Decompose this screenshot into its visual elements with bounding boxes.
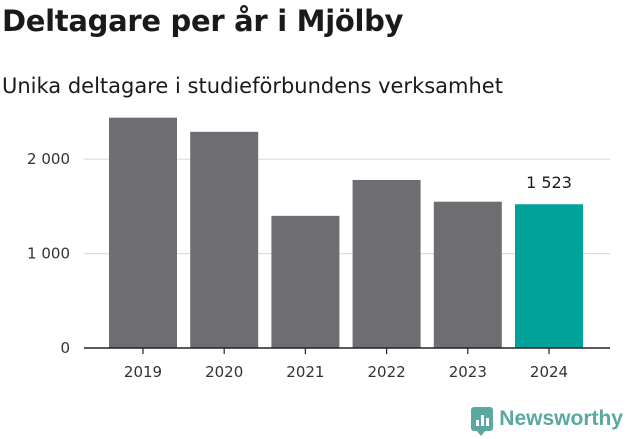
- bar-2021: [271, 215, 340, 348]
- x-tick-label: 2020: [205, 363, 243, 381]
- bar-2024: [515, 204, 583, 348]
- y-tick-label: 1 000: [27, 245, 70, 263]
- brand-logo: Newsworthy: [471, 407, 623, 436]
- data-labels: 1 523: [526, 173, 572, 192]
- bar-2022: [352, 179, 421, 348]
- bars: [109, 117, 583, 348]
- x-tick-label: 2023: [449, 363, 487, 381]
- chart-subtitle: Unika deltagare i studieförbundens verks…: [2, 74, 503, 98]
- bar-2020: [190, 131, 259, 348]
- y-tick-label: 2 000: [27, 150, 70, 168]
- bar-chart-speech-icon: [471, 407, 494, 436]
- y-tick-labels: 0 1 000 2 000: [27, 150, 70, 357]
- x-tick-label: 2021: [286, 363, 324, 381]
- bar-2019: [109, 117, 177, 348]
- chart-title: Deltagare per år i Mjölby: [2, 4, 404, 38]
- x-tick-labels: 2019 2020 2021 2022 2023 2024: [124, 348, 568, 381]
- y-tick-label: 0: [60, 339, 70, 357]
- brand-name: Newsworthy: [499, 407, 623, 430]
- x-tick-label: 2022: [368, 363, 406, 381]
- bar-2023: [433, 201, 502, 348]
- x-tick-label: 2019: [124, 363, 162, 381]
- data-label-2024: 1 523: [526, 173, 572, 192]
- x-tick-label: 2024: [530, 363, 568, 381]
